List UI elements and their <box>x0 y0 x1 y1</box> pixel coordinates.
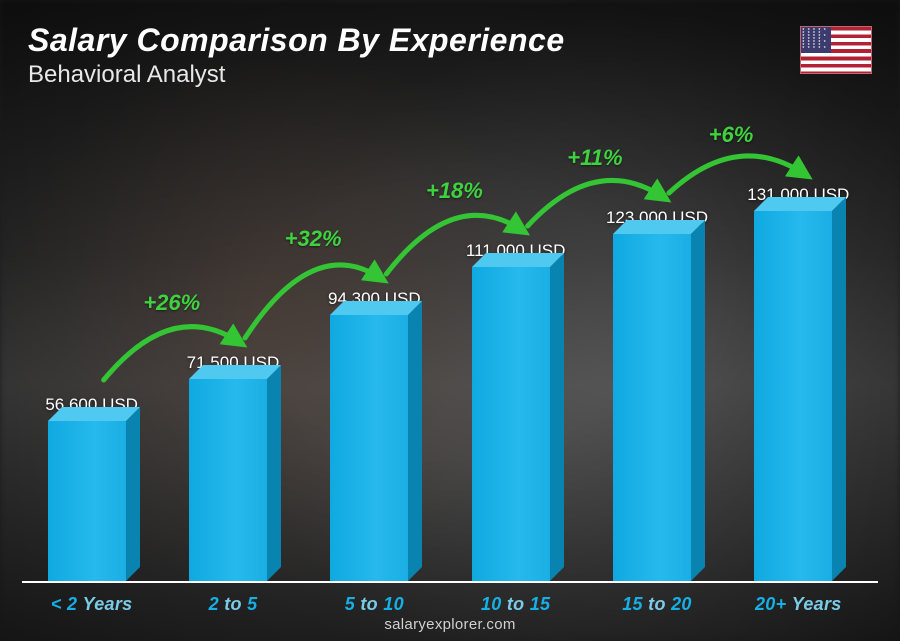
bar-x-label: 5 to 10 <box>345 594 404 615</box>
bar-side <box>126 407 140 581</box>
bar-side <box>267 365 281 581</box>
bar <box>48 421 136 581</box>
bar <box>754 211 842 581</box>
bar-x-label: < 2 Years <box>51 594 133 615</box>
chart-subtitle: Behavioral Analyst <box>28 61 565 89</box>
bar-top <box>613 220 705 234</box>
bar-top <box>472 253 564 267</box>
bar <box>330 315 418 581</box>
bar-front <box>472 267 550 581</box>
increase-pct-label: +32% <box>285 226 342 252</box>
bar-top <box>48 407 140 421</box>
bar-group: 56,600 USD< 2 Years <box>30 120 153 581</box>
bar <box>472 267 560 581</box>
us-flag-icon: ★ ★ ★ ★ ★ ★ ★ ★ ★★ ★ ★ ★ ★ ★ ★ ★ ★★ ★ ★ … <box>800 26 872 74</box>
bar-side <box>408 301 422 581</box>
increase-pct-label: +6% <box>709 122 754 148</box>
bar-top <box>330 301 422 315</box>
bar-top <box>189 365 281 379</box>
chart-title: Salary Comparison By Experience <box>28 22 565 59</box>
bar-x-label: 15 to 20 <box>622 594 691 615</box>
bar-group: 94,300 USD5 to 10 <box>313 120 436 581</box>
bar-front <box>754 211 832 581</box>
increase-pct-label: +18% <box>426 178 483 204</box>
bar-group: 71,500 USD2 to 5 <box>171 120 294 581</box>
bar-top <box>754 197 846 211</box>
bar-front <box>189 379 267 581</box>
bar <box>613 234 701 581</box>
bar-x-label: 10 to 15 <box>481 594 550 615</box>
bar-front <box>48 421 126 581</box>
chart-container: Salary Comparison By Experience Behavior… <box>0 0 900 641</box>
bar-side <box>832 197 846 581</box>
increase-pct-label: +26% <box>143 290 200 316</box>
bar-front <box>330 315 408 581</box>
header: Salary Comparison By Experience Behavior… <box>28 22 565 89</box>
increase-pct-label: +11% <box>567 145 622 171</box>
bar <box>189 379 277 581</box>
chart-baseline <box>22 581 878 583</box>
bar-side <box>691 220 705 581</box>
bar-front <box>613 234 691 581</box>
bar-group: 131,000 USD20+ Years <box>737 120 860 581</box>
bar-x-label: 20+ Years <box>755 594 842 615</box>
footer-attribution: salaryexplorer.com <box>0 616 900 633</box>
bar-x-label: 2 to 5 <box>209 594 258 615</box>
bar-side <box>550 253 564 581</box>
bar-group: 123,000 USD15 to 20 <box>595 120 718 581</box>
